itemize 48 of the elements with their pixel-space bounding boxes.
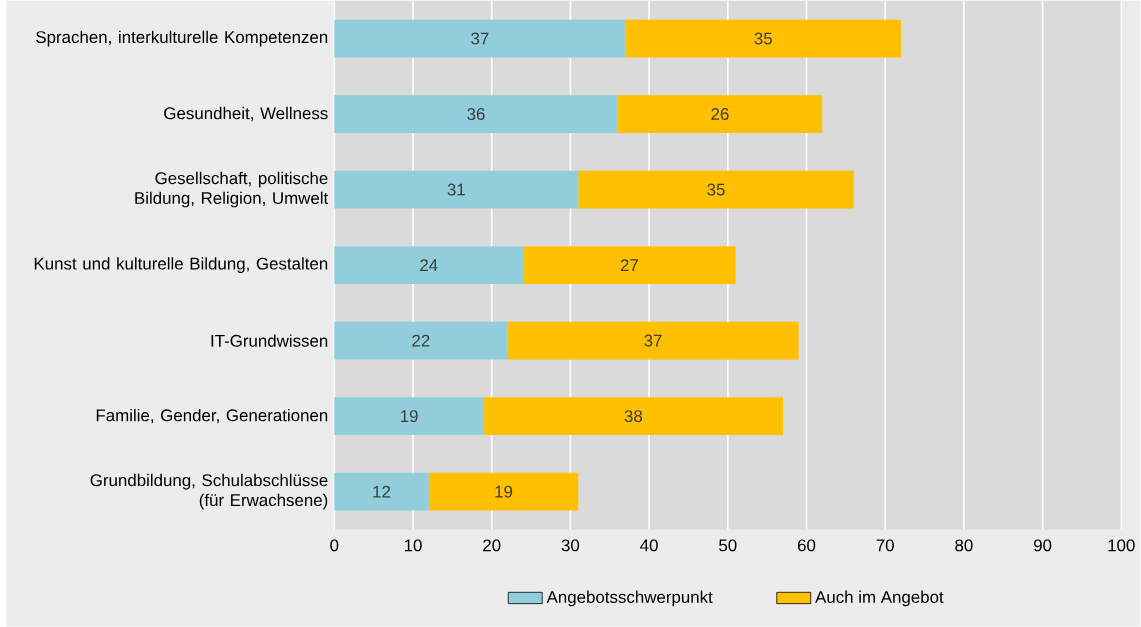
data-label: 22 xyxy=(412,334,430,347)
x-tick-label: 100 xyxy=(1108,539,1135,552)
bar xyxy=(507,321,799,360)
data-label: 35 xyxy=(707,183,725,196)
x-tick-label: 80 xyxy=(955,539,973,552)
x-tick-label: 0 xyxy=(330,539,339,552)
x-tick-label: 90 xyxy=(1033,539,1052,552)
bar xyxy=(625,19,901,58)
y-tick-label: Gesellschaft, politische Bildung, Religion, Umwelt xyxy=(135,171,329,208)
x-tick-label: 70 xyxy=(876,539,894,552)
data-label: 12 xyxy=(373,485,391,498)
x-tick-label: 10 xyxy=(404,539,422,552)
bar xyxy=(334,397,484,436)
y-tick-label: IT-Grundwissen xyxy=(211,334,328,347)
x-tick-label: 20 xyxy=(483,539,501,552)
data-label: 19 xyxy=(495,485,513,498)
data-label: 38 xyxy=(624,410,643,423)
y-tick-label: Gesundheit, Wellness xyxy=(164,106,328,122)
data-label: 19 xyxy=(400,410,418,423)
legend-label: Angebotsschwerpunkt xyxy=(546,590,713,607)
data-label: 26 xyxy=(711,108,729,121)
x-tick-label: 60 xyxy=(797,539,816,552)
data-label: 27 xyxy=(620,259,638,272)
y-tick-label: Sprachen, interkulturelle Kompetenzen xyxy=(36,30,328,47)
data-label: 35 xyxy=(754,32,772,45)
bar xyxy=(334,170,579,209)
x-tick-label: 50 xyxy=(719,539,737,552)
bar xyxy=(334,95,618,134)
bar xyxy=(334,472,429,511)
bar xyxy=(578,170,854,209)
data-label: 37 xyxy=(471,32,489,45)
bar xyxy=(334,321,508,360)
bar xyxy=(428,472,579,511)
bar xyxy=(334,19,626,58)
bar xyxy=(483,397,783,436)
bar xyxy=(617,95,823,134)
y-tick-label: Grundbildung, Schulabschlüsse (für Erwachsene) xyxy=(90,473,328,510)
data-label: 37 xyxy=(644,334,662,347)
legend-label: Auch im Angebot xyxy=(815,590,944,607)
data-label: 24 xyxy=(420,259,438,272)
data-label: 36 xyxy=(467,108,485,121)
bar xyxy=(334,246,524,285)
y-tick-label: Familie, Gender, Generationen xyxy=(96,409,328,424)
y-tick-label: Kunst und kulturelle Bildung, Gestalten xyxy=(34,257,328,274)
bar xyxy=(523,246,736,285)
x-tick-label: 30 xyxy=(561,539,580,552)
data-label: 31 xyxy=(447,183,465,196)
x-tick-label: 40 xyxy=(640,539,658,552)
